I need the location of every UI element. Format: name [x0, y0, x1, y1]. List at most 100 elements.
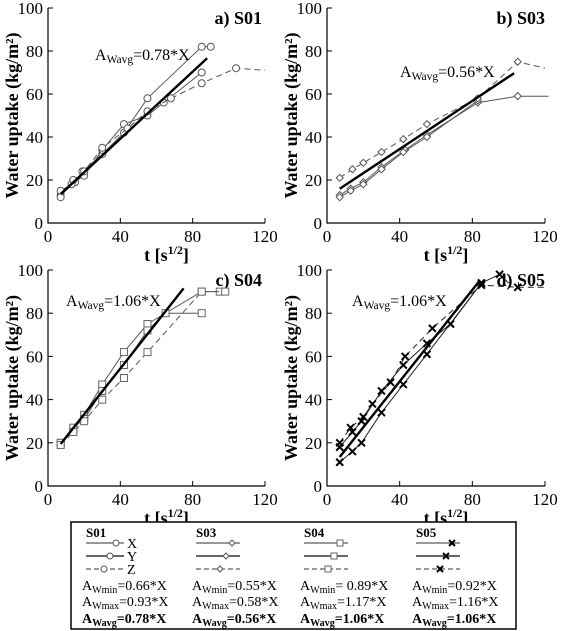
legend-group-title: S05: [416, 525, 437, 540]
y-tick-label: 80: [305, 42, 322, 61]
legend-group-title: S04: [304, 525, 325, 540]
data-point-z: [386, 378, 395, 387]
legend-series-label: Z: [127, 563, 136, 578]
x-tick-label: 40: [391, 227, 408, 246]
x-tick-label: 40: [391, 490, 408, 509]
y-tick-label: 100: [18, 261, 44, 280]
data-point-z: [119, 374, 128, 382]
legend-series-label: X: [127, 537, 137, 552]
data-point-z: [166, 94, 175, 103]
legend-max-formula: AWmax=1.17*X: [300, 595, 387, 612]
data-point-y: [357, 438, 366, 448]
y-tick-label: 0: [314, 214, 323, 233]
y-tick-label: 20: [26, 434, 43, 453]
y-tick-label: 0: [35, 477, 44, 496]
legend-avg-formula: AWavg=1.06*X: [300, 612, 384, 629]
data-point-z: [335, 173, 344, 183]
legend-min-formula: AWmin=0.66*X: [82, 579, 167, 596]
x-tick-label: 0: [323, 490, 332, 509]
data-point-x: [357, 416, 366, 426]
legend-marker: [100, 565, 108, 573]
legend-marker: [336, 539, 344, 547]
data-point-z: [346, 423, 355, 432]
y-tick-label: 20: [26, 171, 43, 190]
x-tick-label: 120: [532, 490, 558, 509]
x-tick-label: 40: [112, 490, 129, 509]
fit-annotation: AWavg=1.06*X: [66, 293, 161, 312]
legend-marker: [216, 565, 224, 573]
y-tick-label: 60: [26, 347, 43, 366]
panel-title: b) S03: [496, 8, 545, 29]
x-tick-label: 120: [252, 227, 278, 246]
y-tick-label: 80: [26, 304, 43, 323]
series-line-x: [339, 95, 549, 196]
legend-group-title: S01: [86, 525, 106, 540]
data-point-z: [359, 412, 368, 422]
data-point-z: [232, 64, 241, 73]
legend-max-formula: AWmax=0.93*X: [82, 595, 169, 612]
data-point-y: [399, 147, 408, 157]
legend-marker: [448, 539, 456, 547]
y-tick-label: 80: [26, 42, 43, 61]
x-tick-label: 120: [532, 227, 558, 246]
series-line-x: [339, 273, 510, 448]
legend-marker: [112, 539, 120, 547]
data-point-z: [422, 119, 432, 129]
data-point-z: [56, 193, 65, 202]
data-point-y: [377, 165, 386, 174]
data-point-x: [513, 91, 522, 101]
y-tick-label: 40: [305, 391, 322, 410]
legend-max-formula: AWmax=0.58*X: [192, 595, 279, 612]
legend-marker: [106, 552, 114, 560]
legend-marker: [442, 552, 450, 560]
average-fit-line: [59, 287, 185, 445]
data-point-y: [335, 192, 344, 202]
data-point-y: [335, 458, 344, 467]
legend-group-title: S03: [196, 525, 217, 540]
data-point-x: [495, 270, 504, 279]
data-point-x: [206, 42, 215, 51]
data-point-z: [368, 399, 377, 409]
legend: S01 XYZAWmin=0.66*XAWmax=0.93*XAWavg=0.78…: [70, 521, 517, 630]
legend-marker: [330, 552, 338, 560]
data-point-z: [143, 348, 152, 357]
data-point-y: [377, 408, 386, 417]
data-point-y: [359, 180, 368, 189]
y-tick-label: 40: [26, 128, 43, 147]
axes-frame: [326, 8, 545, 224]
legend-marker: [436, 565, 444, 573]
x-tick-label: 80: [464, 490, 481, 509]
legend-min-formula: AWmin= 0.89*X: [300, 579, 388, 596]
legend-marker: [324, 565, 332, 573]
x-tick-label: 120: [252, 490, 278, 509]
data-point-z: [348, 165, 357, 174]
x-tick-label: 0: [44, 490, 53, 509]
legend-series-label: Y: [127, 550, 137, 565]
y-tick-label: 100: [18, 0, 44, 18]
average-fit-line: [339, 72, 515, 190]
data-point-z: [400, 352, 410, 361]
y-tick-label: 40: [26, 391, 43, 410]
x-tick-label: 80: [184, 227, 201, 246]
data-point-z: [56, 440, 65, 449]
y-tick-label: 100: [297, 0, 323, 18]
legend-marker: [222, 552, 230, 560]
data-point-x: [348, 427, 357, 437]
data-point-y: [348, 447, 357, 456]
x-tick-label: 0: [44, 227, 53, 246]
data-point-x: [119, 348, 128, 357]
data-point-x: [197, 42, 206, 51]
data-point-x: [143, 94, 152, 103]
data-point-z: [197, 79, 206, 88]
data-point-z: [335, 438, 344, 448]
average-fit-line: [338, 279, 481, 458]
series-line-z: [60, 67, 266, 198]
legend-max-formula: AWmax=1.16*X: [412, 595, 499, 612]
data-point-z: [513, 57, 522, 66]
y-tick-label: 40: [305, 128, 322, 147]
series-line-z: [339, 284, 545, 444]
legend-min-formula: AWmin=0.92*X: [412, 579, 497, 596]
data-point-y: [197, 309, 206, 318]
